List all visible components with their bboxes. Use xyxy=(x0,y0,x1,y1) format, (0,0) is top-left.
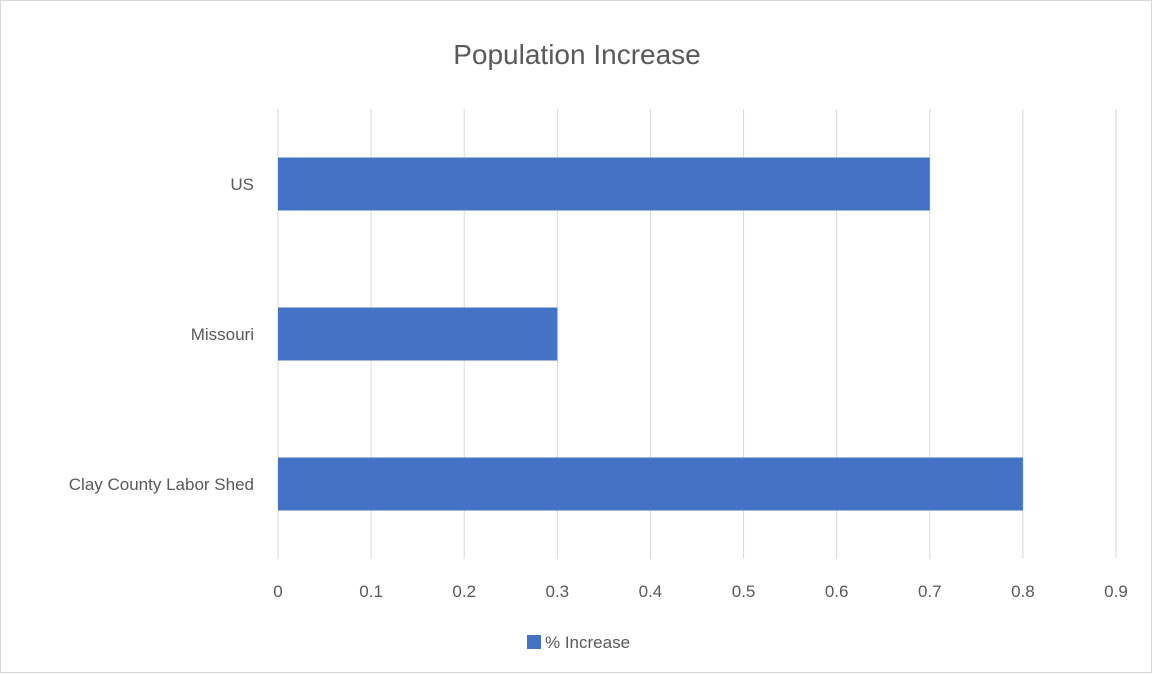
x-tick-label: 0.4 xyxy=(639,582,663,601)
bar xyxy=(278,307,558,361)
x-tick-label: 0.7 xyxy=(918,582,942,601)
legend: % Increase xyxy=(527,633,630,652)
category-labels: US Missouri Clay County Labor Shed xyxy=(69,175,254,494)
category-label: US xyxy=(230,175,254,194)
x-tick-label: 0.2 xyxy=(452,582,476,601)
x-tick-label: 0 xyxy=(273,582,282,601)
legend-swatch xyxy=(527,635,541,649)
chart-title: Population Increase xyxy=(453,39,701,70)
x-tick-labels: 0 0.1 0.2 0.3 0.4 0.5 0.6 0.7 0.8 0.9 xyxy=(273,582,1128,601)
x-tick-label: 0.8 xyxy=(1011,582,1035,601)
bar xyxy=(278,157,930,211)
category-label: Missouri xyxy=(191,325,254,344)
bar xyxy=(278,457,1023,511)
legend-label: % Increase xyxy=(545,633,630,652)
x-tick-label: 0.3 xyxy=(546,582,570,601)
x-tick-label: 0.6 xyxy=(825,582,849,601)
x-tick-label: 0.5 xyxy=(732,582,756,601)
x-tick-label: 0.1 xyxy=(359,582,383,601)
x-tick-label: 0.9 xyxy=(1104,582,1128,601)
bars xyxy=(278,157,1023,511)
category-label: Clay County Labor Shed xyxy=(69,475,254,494)
